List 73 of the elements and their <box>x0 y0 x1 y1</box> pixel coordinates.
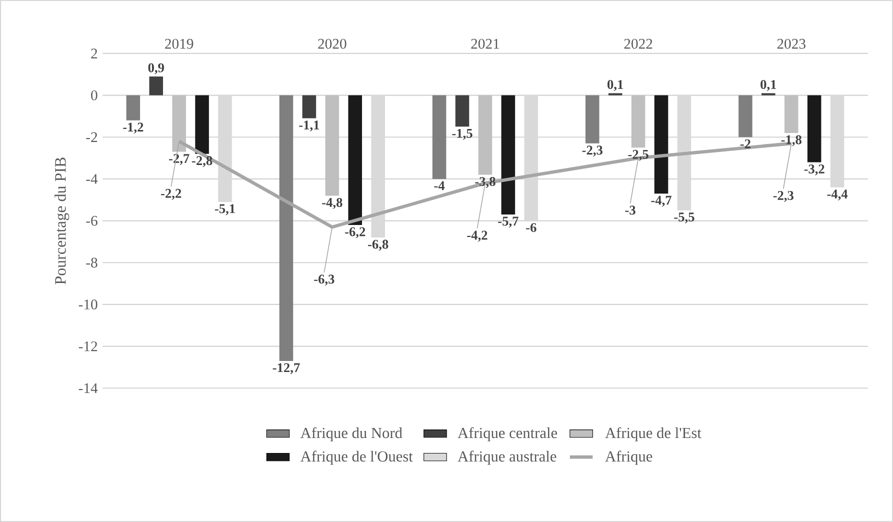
bar <box>784 95 798 133</box>
bar <box>830 95 844 188</box>
legend-label: Afrique de l'Ouest <box>300 450 413 465</box>
bar <box>478 95 492 175</box>
legend-label: Afrique du Nord <box>300 427 402 442</box>
bar <box>677 95 692 210</box>
bar <box>279 95 294 361</box>
y-tick-label: -4 <box>86 174 98 184</box>
bar <box>195 95 209 154</box>
data-label: -2,5 <box>628 150 648 161</box>
y-tick-label: 0 <box>91 90 98 100</box>
x-tick-label: 2022 <box>624 38 652 49</box>
x-tick-label: 2023 <box>777 38 806 49</box>
legend-label: Afrique de l'Est <box>605 427 702 442</box>
bar <box>807 95 822 162</box>
data-label: -5,7 <box>498 216 518 228</box>
bar <box>654 95 668 194</box>
data-label: -1,8 <box>781 135 802 146</box>
y-tick-label: -12 <box>78 341 98 352</box>
data-label: -12,7 <box>272 363 300 374</box>
bar <box>631 95 646 148</box>
bar <box>585 95 600 144</box>
data-label: -4,2 <box>467 230 488 242</box>
y-tick-label: 2 <box>91 48 98 58</box>
y-tick-label: -14 <box>78 383 98 393</box>
y-tick-label: -10 <box>78 300 98 310</box>
data-label: -3,2 <box>804 164 824 176</box>
data-label: -3 <box>625 206 636 215</box>
bar <box>325 95 340 196</box>
data-label: -4 <box>434 181 445 190</box>
data-label: -2,7 <box>169 154 190 165</box>
data-label: -2,8 <box>192 156 212 168</box>
data-label: 0,1 <box>608 80 623 91</box>
data-label: -6,2 <box>345 227 366 238</box>
bar <box>738 95 752 138</box>
y-tick-label: -6 <box>86 216 98 226</box>
bar <box>348 95 362 225</box>
data-label: -4,8 <box>322 198 342 209</box>
data-label: -2,3 <box>773 191 794 202</box>
data-label: -6 <box>526 223 536 232</box>
bar <box>126 95 140 120</box>
data-label: -2,2 <box>161 188 182 200</box>
data-label: 0,1 <box>760 80 776 91</box>
y-tick-label: -8 <box>86 258 98 268</box>
data-label: 0,9 <box>148 63 164 74</box>
y-tick-label: -2 <box>86 132 98 142</box>
bar <box>455 95 470 127</box>
data-label: -4,4 <box>827 190 848 200</box>
y-axis-title: Pourcentage du PIB <box>54 158 70 284</box>
data-label: -5,1 <box>214 204 235 216</box>
data-label: -2 <box>740 139 750 148</box>
bar <box>218 95 232 202</box>
bar <box>149 76 164 96</box>
x-tick-label: 2021 <box>471 38 499 49</box>
data-label: -1,1 <box>299 120 320 132</box>
data-label: -6,3 <box>314 274 334 286</box>
data-label: -1,5 <box>452 128 472 140</box>
data-label: -1,2 <box>123 122 144 134</box>
bar <box>501 95 516 215</box>
bar <box>371 95 385 238</box>
data-label: -5,5 <box>674 212 694 224</box>
bar <box>302 95 316 118</box>
data-label: -6,8 <box>368 240 388 251</box>
bar <box>432 95 446 179</box>
data-label: -2,3 <box>582 146 602 157</box>
bar <box>524 95 538 221</box>
x-tick-label: 2020 <box>318 38 346 49</box>
legend-label: Afrique australe <box>458 450 556 465</box>
legend-label: Afrique <box>605 450 652 465</box>
legend-label: Afrique centrale <box>458 427 558 442</box>
bar <box>172 95 186 152</box>
data-label: -4,7 <box>651 196 672 207</box>
x-tick-label: 2019 <box>165 38 194 49</box>
